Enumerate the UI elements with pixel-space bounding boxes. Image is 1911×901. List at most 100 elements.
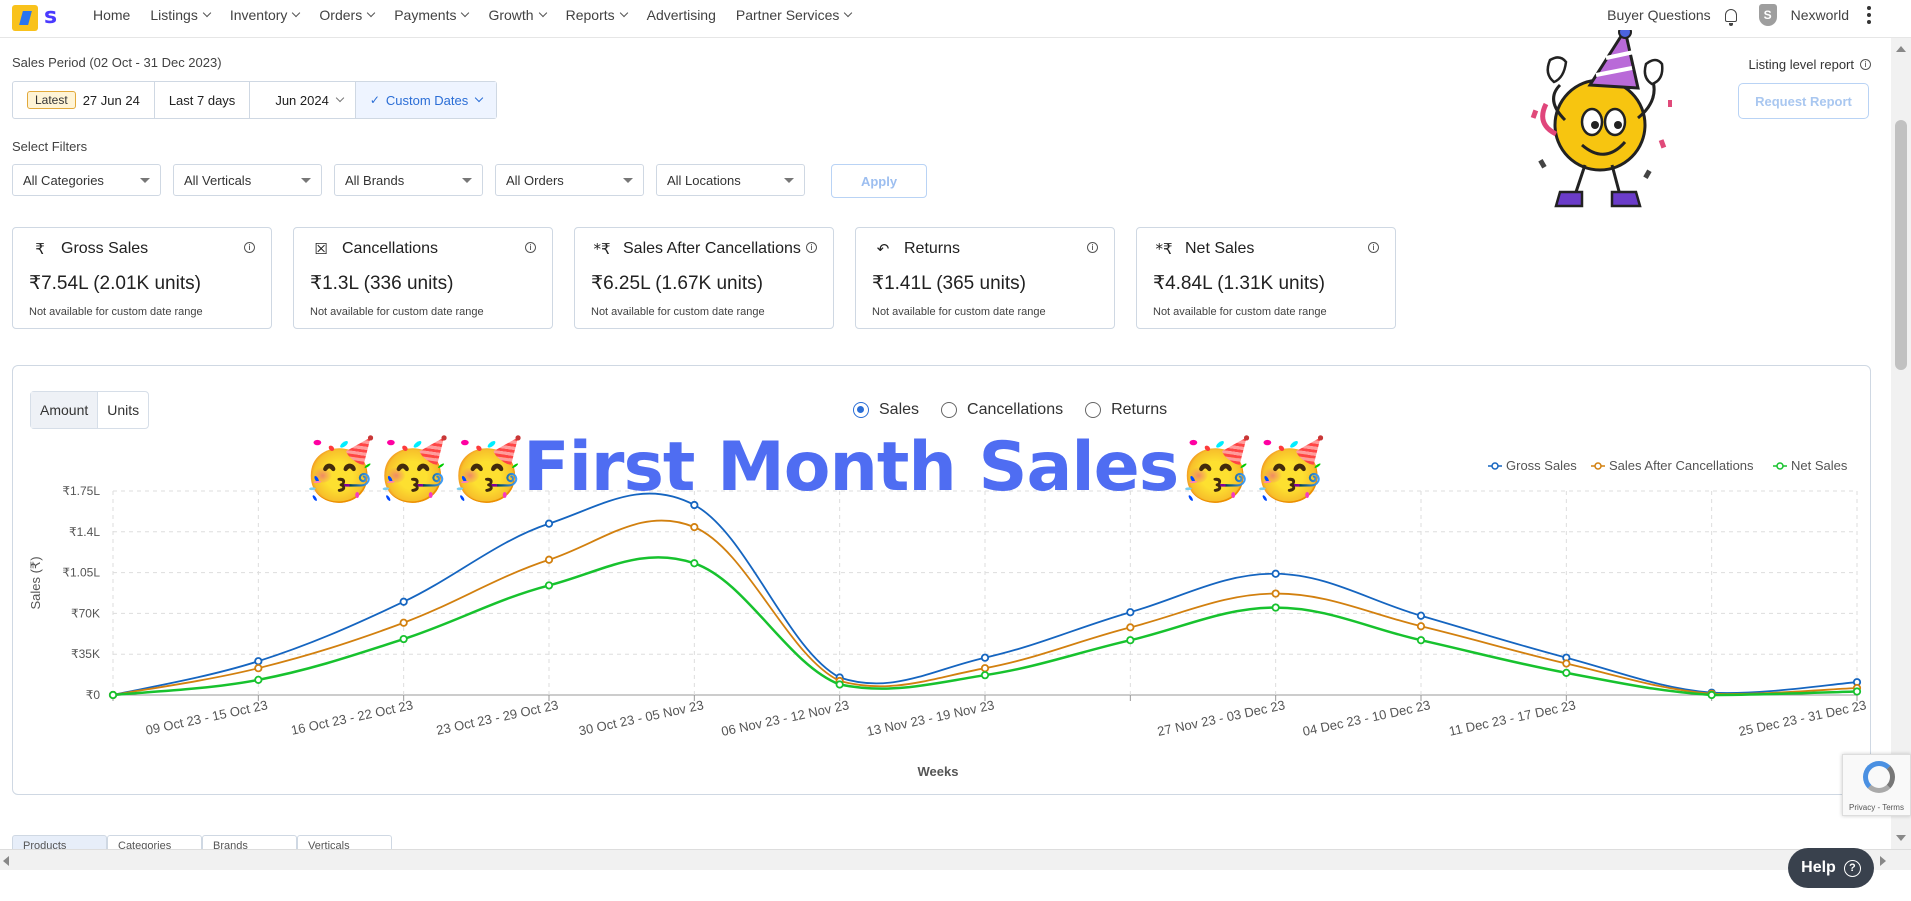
filter-value: All Orders [506,172,564,188]
seller-hub-logo-icon[interactable]: s [44,4,58,29]
kpi-cards: ₹ Gross Sales i ₹7.54L (2.01K units) Not ava… [12,227,1396,329]
info-icon[interactable]: i [1087,242,1098,253]
period-month-dropdown[interactable]: Jun 2024 [250,82,356,118]
caret-down-icon [301,177,311,183]
nav-right: Buyer Questions S Nexworld [1607,0,1871,30]
tab-brands[interactable]: Brands [202,835,297,851]
tab-products[interactable]: Products [12,835,107,851]
scroll-right-icon[interactable] [1880,856,1886,866]
flipkart-logo-icon[interactable] [12,5,38,31]
info-icon[interactable]: i [806,242,817,253]
apply-button[interactable]: Apply [831,164,927,198]
caret-down-icon [784,177,794,183]
radio-label: Cancellations [967,401,1064,418]
more-options-icon[interactable] [1867,6,1871,24]
data-point [980,671,990,680]
nav-item-label: Listings [150,7,198,23]
period-last-7-days[interactable]: Last 7 days [155,82,251,118]
data-point [399,634,408,644]
data-point [544,555,554,564]
x-axis-title: Weeks [918,764,959,779]
metric-radio-group: Sales Cancellations Returns [853,401,1167,419]
custom-dates-label: Custom Dates [385,92,469,108]
filter-all-brands-select[interactable]: All Brands [334,164,483,196]
radio-sales[interactable]: Sales [853,401,919,419]
tab-categories[interactable]: Categories [107,835,202,851]
toggle-amount[interactable]: Amount [31,392,99,428]
scroll-up-icon[interactable] [1896,46,1906,52]
nav-item-home[interactable]: Home [83,0,140,30]
radio-cancellations[interactable]: Cancellations [941,401,1063,419]
period-custom-dates[interactable]: ✓ Custom Dates [355,82,497,118]
help-button[interactable]: Help? [1788,848,1874,888]
buyer-questions-link[interactable]: Buyer Questions [1607,7,1711,23]
data-point [544,581,554,590]
legend-label: Gross Sales [1506,458,1577,473]
card-header: *₹ Sales After Cancellations [591,238,817,260]
x-tick-label: 09 Oct 23 - 15 Oct 23 [144,697,269,738]
card-title: Cancellations [342,240,439,257]
radio-label: Returns [1111,401,1168,418]
data-point [1126,608,1135,617]
x-tick-label: 04 Dec 23 - 10 Dec 23 [1301,697,1431,739]
card-header: ₹ Gross Sales [29,238,255,260]
nav-item-reports[interactable]: Reports [556,0,637,30]
last-7-days-label: Last 7 days [168,92,236,108]
nav-item-payments[interactable]: Payments [384,0,478,30]
legend-marker [1491,462,1499,470]
filter-all-orders-select[interactable]: All Orders [495,164,644,196]
request-report-button[interactable]: Request Report [1738,83,1869,119]
y-tick-label: ₹35K [71,647,100,661]
listing-report-text: Listing level report [1748,57,1855,72]
card-value: ₹7.54L (2.01K units) [29,273,201,294]
radio-returns[interactable]: Returns [1085,401,1167,419]
scroll-down-icon[interactable] [1896,835,1906,841]
bell-icon[interactable] [1724,8,1737,26]
chart-panel: Amount Units Sales Cancellations Returns [12,365,1871,795]
bottom-tabs: Products Categories Brands Verticals [12,835,392,851]
tab-verticals[interactable]: Verticals [297,835,392,851]
info-icon[interactable]: i [1368,242,1379,253]
card-note: Not available for custom date range [872,306,1046,318]
card-value: ₹1.41L (365 units) [872,273,1026,294]
filter-all-locations-select[interactable]: All Locations [656,164,805,196]
scrollbar-thumb[interactable] [1895,120,1907,370]
amount-units-toggle: Amount Units [30,391,150,429]
nav-item-orders[interactable]: Orders [309,0,384,30]
account-name[interactable]: Nexworld [1790,7,1849,23]
banner-text: First Month Sales [523,428,1179,507]
latest-date: 27 Jun 24 [82,92,140,108]
nav-item-inventory[interactable]: Inventory [220,0,310,30]
recaptcha-badge[interactable]: Privacy - Terms [1842,754,1911,816]
horizontal-scrollbar[interactable] [0,849,1911,870]
nav-item-partner-services[interactable]: Partner Services [726,0,861,30]
nav-item-listings[interactable]: Listings [140,0,219,30]
legend-marker [1776,462,1784,470]
data-point [254,675,263,684]
toggle-units[interactable]: Units [107,402,140,418]
info-icon[interactable]: i [525,242,536,253]
nav-item-growth[interactable]: Growth [478,0,555,30]
party-emoji-group-right: 🥳🥳 [1178,435,1326,505]
data-point [980,653,990,662]
nav-item-label: Home [93,7,131,23]
info-icon[interactable]: i [244,242,255,253]
top-navigation: s Home Listings Inventory Orders Payments Gro… [0,0,1911,38]
radio-circle-icon [853,402,869,418]
kpi-card-gross-sales: ₹ Gross Sales i ₹7.54L (2.01K units) Not ava… [12,227,272,329]
data-point [1416,636,1426,645]
card-note: Not available for custom date range [310,306,484,318]
scroll-left-icon[interactable] [3,856,9,866]
question-icon: ? [1843,859,1861,877]
nav-item-advertising[interactable]: Advertising [637,0,726,30]
vertical-scrollbar[interactable] [1891,38,1911,849]
nav-item-label: Orders [319,7,363,23]
filter-all-categories-select[interactable]: All Categories [12,164,161,196]
period-latest[interactable]: Latest 27 Jun 24 [13,82,155,118]
radio-circle-icon [941,402,958,418]
nav-item-label: Partner Services [735,7,840,23]
info-icon[interactable]: i [1860,59,1871,70]
filter-all-verticals-select[interactable]: All Verticals [173,164,322,196]
account-shield-icon[interactable]: S [1758,4,1777,26]
